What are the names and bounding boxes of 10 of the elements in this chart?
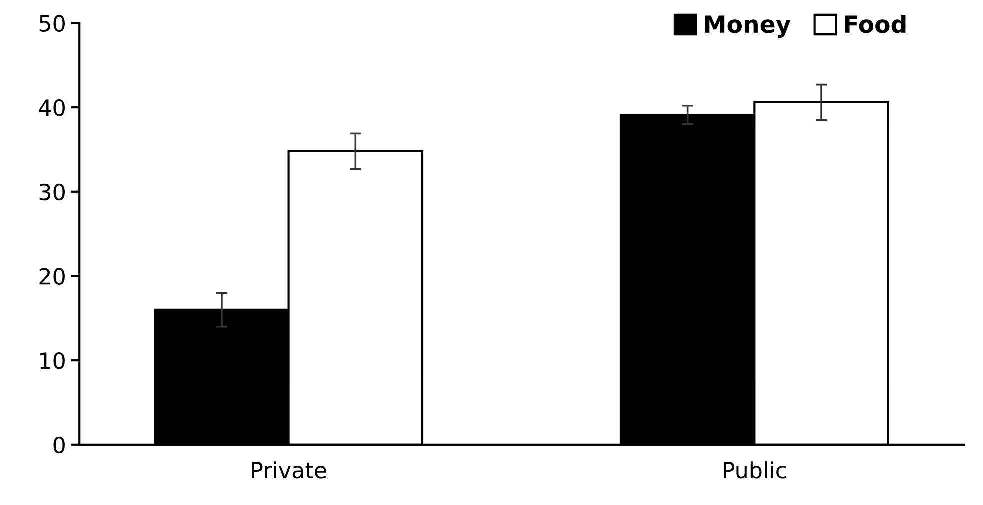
- y-tick-label: 40: [39, 100, 65, 116]
- y-tick-label: 10: [40, 352, 65, 370]
- y-tick-label: 30: [40, 184, 65, 201]
- legend-label: Food: [845, 14, 906, 34]
- x-tick-label: Private: [252, 462, 326, 479]
- legend-label: Money: [705, 16, 791, 38]
- x-tick-label: Public: [724, 462, 786, 479]
- y-tick-label: 0: [54, 436, 65, 454]
- y-tick-label: 50: [40, 15, 65, 32]
- y-tick-label: 20: [40, 268, 65, 285]
